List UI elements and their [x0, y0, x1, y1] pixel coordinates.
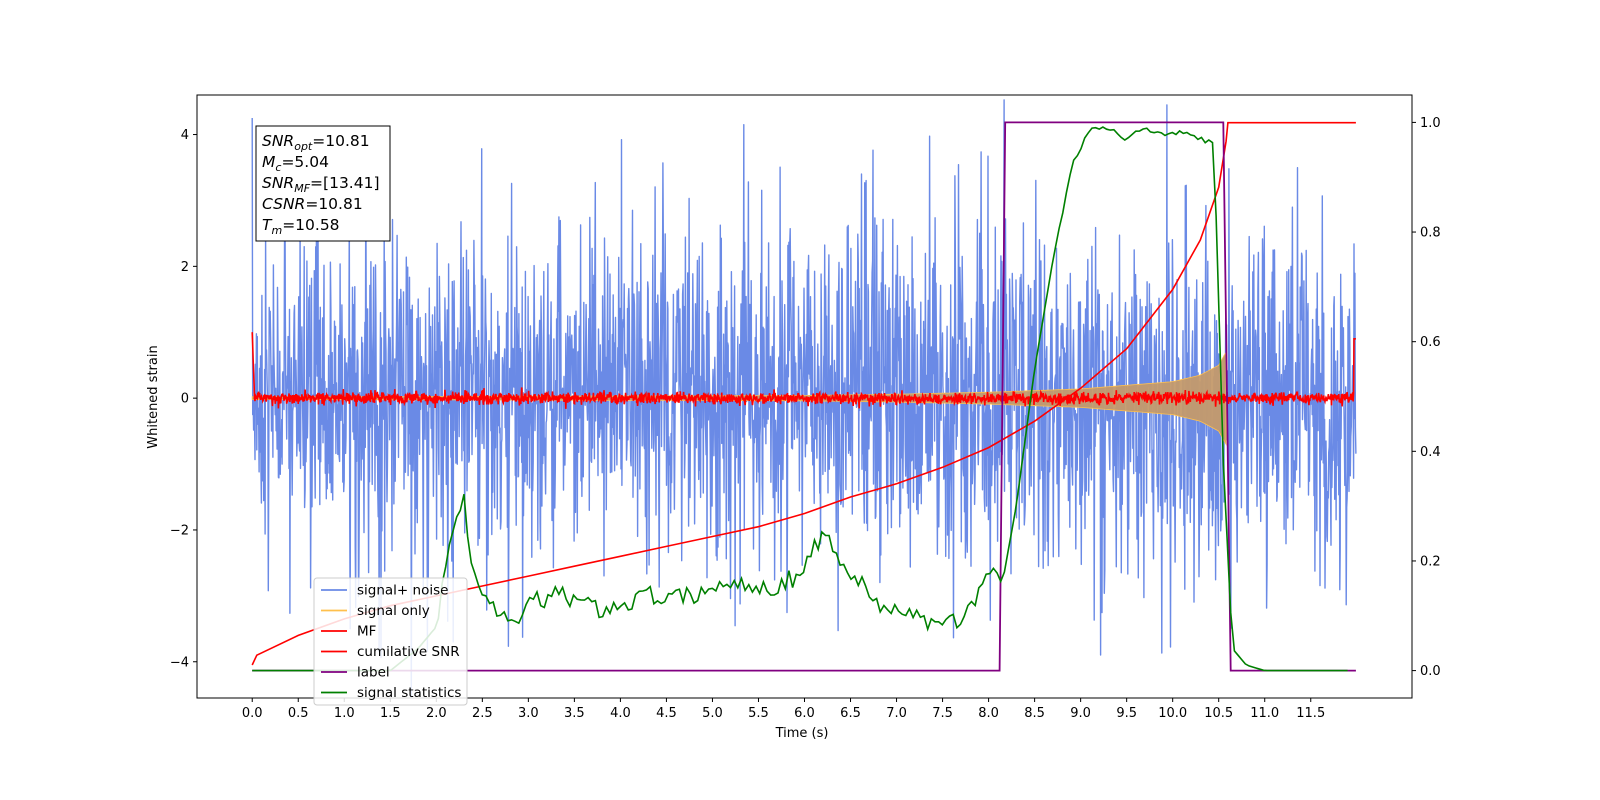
y-axis-label: Whitened strain [146, 345, 161, 448]
x-tick-label: 1.0 [334, 706, 355, 721]
legend-label: signal statistics [357, 685, 461, 701]
x-tick-label: 7.0 [886, 706, 907, 721]
series-label [252, 121, 1356, 672]
annotation-line: SNRMF=[13.41] [262, 174, 380, 195]
annotation-box: SNRopt=10.81Mc=5.04SNRMF=[13.41]CSNR=10.… [255, 125, 391, 242]
x-tick-label: 6.5 [840, 706, 861, 721]
x-tick-label: 3.5 [564, 706, 585, 721]
legend-label: label [357, 665, 390, 681]
y2-tick-label: 0.0 [1420, 664, 1441, 679]
x-tick-label: 5.0 [702, 706, 723, 721]
y-tick-label: 0 [181, 392, 189, 407]
x-tick-label: 4.0 [610, 706, 631, 721]
y2-tick-label: 0.4 [1420, 445, 1441, 460]
legend-label: MF [357, 624, 376, 640]
x-tick-label: 2.0 [426, 706, 447, 721]
x-tick-label: 0.5 [288, 706, 309, 721]
y-tick-label: −4 [170, 655, 189, 670]
legend-label: signal only [357, 603, 430, 619]
x-tick-label: 1.5 [380, 706, 401, 721]
legend-label: signal+ noise [357, 583, 448, 599]
x-axis-label: Time (s) [775, 726, 829, 741]
x-tick-label: 8.0 [978, 706, 999, 721]
legend-frame [313, 577, 468, 706]
series-layer [251, 99, 1357, 698]
annotation-line: Tm=10.58 [262, 216, 340, 237]
x-axis: 0.0 0.5 1.0 1.5 2.0 2.5 3.0 3.5 4.0 4.5 5.0 5.5 6.0 6… [242, 698, 1325, 721]
x-tick-label: 10.5 [1204, 706, 1233, 721]
y2-tick-label: 1.0 [1420, 116, 1441, 131]
y-axis-left: −4 −2 0 2 4 [170, 128, 197, 670]
legend: signal+ noise signal only MF cumilative SNR… [313, 577, 468, 706]
annotation-line: Mc=5.04 [262, 153, 329, 174]
x-tick-label: 0.0 [242, 706, 263, 721]
x-tick-label: 3.0 [518, 706, 539, 721]
y2-tick-label: 0.8 [1420, 226, 1441, 241]
legend-label: cumilative SNR [357, 644, 460, 660]
x-tick-label: 7.5 [932, 706, 953, 721]
x-tick-label: 5.5 [748, 706, 769, 721]
y2-tick-label: 0.2 [1420, 554, 1441, 569]
x-tick-label: 2.5 [472, 706, 493, 721]
series-mf [251, 332, 1356, 409]
y-tick-label: −2 [170, 523, 189, 538]
x-tick-label: 8.5 [1024, 706, 1045, 721]
x-tick-label: 4.5 [656, 706, 677, 721]
y-axis-right: 0.0 0.2 0.4 0.6 0.8 1.0 [1412, 116, 1441, 679]
x-tick-label: 9.5 [1116, 706, 1137, 721]
y2-tick-label: 0.6 [1420, 335, 1441, 350]
x-tick-label: 10.0 [1158, 706, 1187, 721]
y-tick-label: 2 [181, 260, 189, 275]
y-tick-label: 4 [181, 128, 189, 143]
annotation-line: SNRopt=10.81 [262, 132, 370, 153]
annotation-line: CSNR=10.81 [262, 195, 363, 213]
x-tick-label: 6.0 [794, 706, 815, 721]
x-tick-label: 11.5 [1296, 706, 1325, 721]
annotation-frame [255, 125, 391, 242]
x-tick-label: 9.0 [1070, 706, 1091, 721]
x-tick-label: 11.0 [1250, 706, 1279, 721]
